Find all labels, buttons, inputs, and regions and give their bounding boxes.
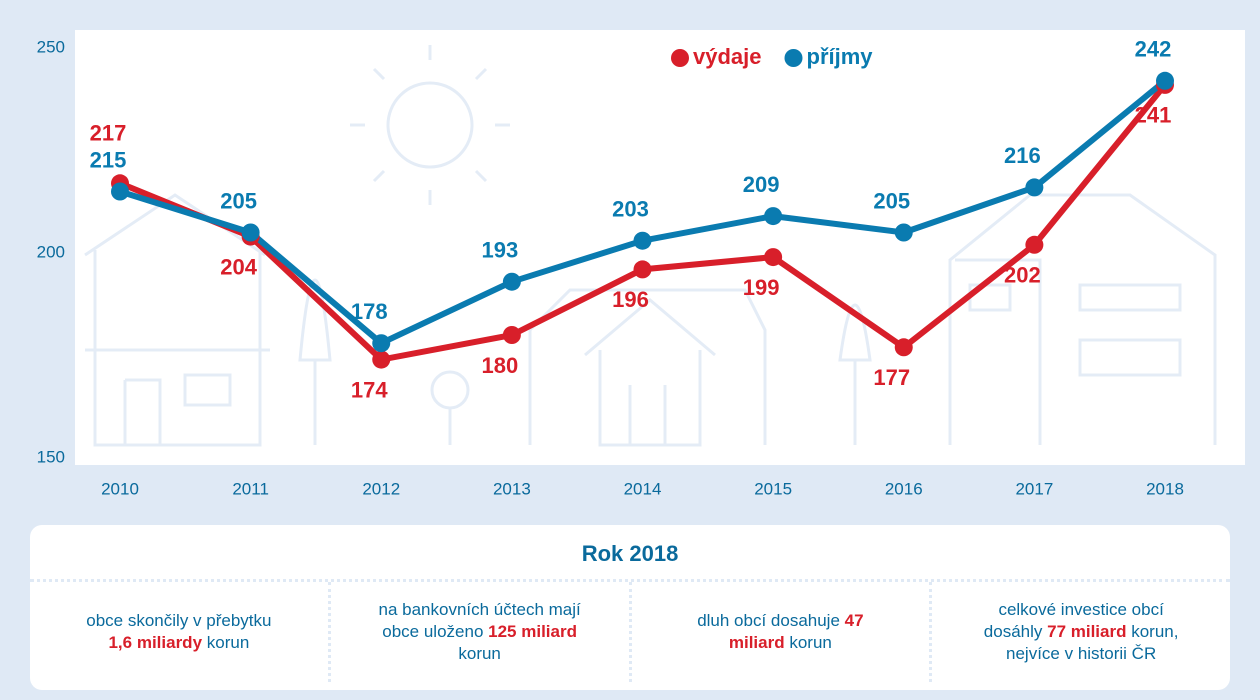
info-box: Rok 2018 obce skončily v přebytku 1,6 mi… xyxy=(30,525,1230,690)
data-label: 215 xyxy=(90,147,127,172)
data-label: 209 xyxy=(743,172,780,197)
data-point xyxy=(111,183,129,201)
data-label: 242 xyxy=(1135,37,1172,62)
info-highlight: 125 miliard xyxy=(488,622,577,641)
data-point xyxy=(764,248,782,266)
chart: 150 200 250 2010 2011 2012 2013 2014 2015 2016 201… xyxy=(0,0,1260,520)
info-text-part: obce skončily v přebytku xyxy=(86,611,271,630)
data-label: 216 xyxy=(1004,143,1041,168)
data-label: 205 xyxy=(873,188,910,213)
data-label: 177 xyxy=(873,365,910,390)
plot-background xyxy=(75,30,1245,465)
data-label: 217 xyxy=(90,120,127,145)
legend-marker xyxy=(671,49,689,67)
info-text: celkové investice obcí dosáhly 77 miliar… xyxy=(977,599,1185,665)
info-text: obce skončily v přebytku 1,6 miliardy ko… xyxy=(75,610,283,654)
info-text-part: dluh obcí dosahuje xyxy=(697,611,844,630)
data-label: 203 xyxy=(612,197,649,222)
info-item: na bankovních účtech mají obce uloženo 1… xyxy=(328,582,629,682)
info-text: na bankovních účtech mají obce uloženo 1… xyxy=(376,599,584,665)
data-label: 202 xyxy=(1004,263,1041,288)
data-point xyxy=(242,224,260,242)
data-point xyxy=(634,232,652,250)
info-highlight: 77 miliard xyxy=(1047,622,1126,641)
data-label: 180 xyxy=(482,353,519,378)
legend-label: příjmy xyxy=(807,44,874,69)
x-tick-label: 2012 xyxy=(362,479,400,498)
data-label: 174 xyxy=(351,377,388,402)
y-tick-label: 200 xyxy=(37,242,65,261)
info-item: obce skončily v přebytku 1,6 miliardy ko… xyxy=(30,582,328,682)
y-tick-label: 250 xyxy=(37,37,65,56)
data-label: 193 xyxy=(482,238,519,263)
data-label: 205 xyxy=(220,188,257,213)
y-tick-label: 150 xyxy=(37,447,65,466)
data-label: 178 xyxy=(351,299,388,324)
data-point xyxy=(372,334,390,352)
info-items: obce skončily v přebytku 1,6 miliardy ko… xyxy=(30,582,1230,682)
x-tick-label: 2011 xyxy=(232,479,269,498)
page: 150 200 250 2010 2011 2012 2013 2014 2015 2016 201… xyxy=(0,0,1260,700)
x-tick-label: 2017 xyxy=(1015,479,1053,498)
info-highlight: 1,6 miliardy xyxy=(108,633,202,652)
data-point xyxy=(764,207,782,225)
data-point xyxy=(1156,72,1174,90)
x-tick-label: 2010 xyxy=(101,479,139,498)
x-tick-label: 2014 xyxy=(624,479,662,498)
legend-marker xyxy=(785,49,803,67)
data-label: 204 xyxy=(220,254,257,279)
data-point xyxy=(503,273,521,291)
data-point xyxy=(372,351,390,369)
legend-label: výdaje xyxy=(693,44,762,69)
info-item: celkové investice obcí dosáhly 77 miliar… xyxy=(929,582,1230,682)
data-label: 199 xyxy=(743,275,780,300)
data-point xyxy=(895,338,913,356)
data-point xyxy=(634,260,652,278)
info-item: dluh obcí dosahuje 47 miliard korun xyxy=(629,582,930,682)
x-tick-label: 2016 xyxy=(885,479,923,498)
x-tick-label: 2018 xyxy=(1146,479,1184,498)
info-text-part: korun xyxy=(458,644,501,663)
data-point xyxy=(503,326,521,344)
x-tick-label: 2015 xyxy=(754,479,792,498)
info-text: dluh obcí dosahuje 47 miliard korun xyxy=(677,610,885,654)
info-title: Rok 2018 xyxy=(30,541,1230,582)
info-text-part: korun xyxy=(202,633,249,652)
info-text-part: korun xyxy=(785,633,832,652)
data-label: 196 xyxy=(612,287,649,312)
data-point xyxy=(1025,178,1043,196)
data-point xyxy=(895,224,913,242)
x-tick-label: 2013 xyxy=(493,479,531,498)
data-label: 241 xyxy=(1135,103,1172,128)
data-point xyxy=(1025,236,1043,254)
